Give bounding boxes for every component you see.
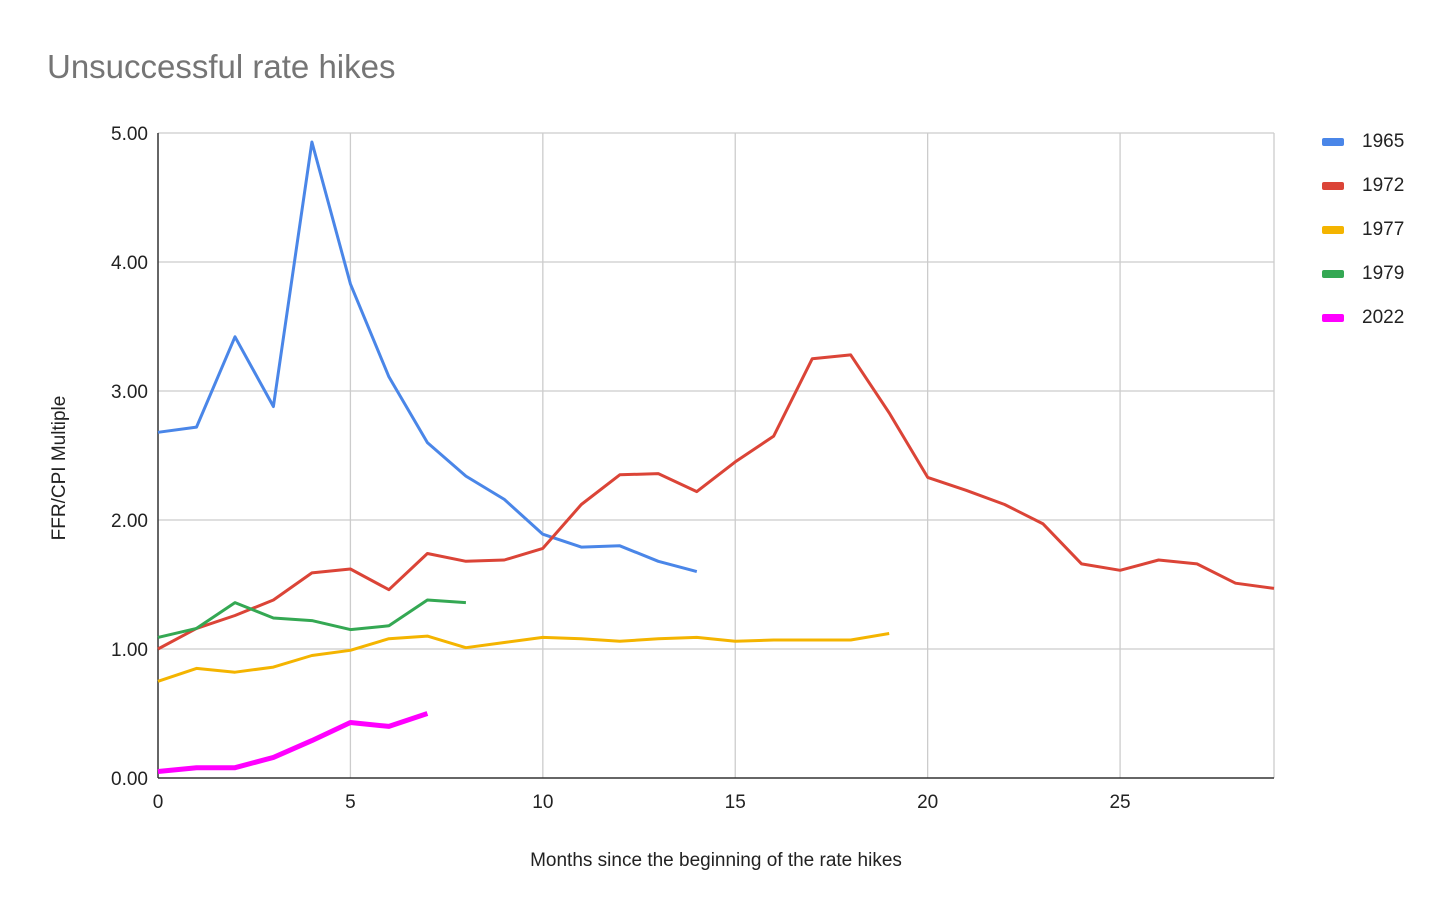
y-tick-label: 5.00: [111, 124, 148, 145]
series-line-1965: [157, 140, 698, 574]
legend-swatch: [1322, 270, 1344, 278]
x-tick-label: 10: [532, 792, 553, 813]
y-tick-label: 4.00: [111, 253, 148, 274]
x-tick-label: 25: [1109, 792, 1130, 813]
series-line-2022: [157, 711, 429, 774]
legend-item-1977: 1977: [1322, 208, 1404, 252]
y-axis-title: FFR/CPI Multiple: [49, 395, 70, 541]
x-tick-label: 5: [345, 792, 356, 813]
legend-swatch: [1322, 138, 1344, 146]
legend-label: 1979: [1362, 263, 1405, 284]
y-tick-label: 1.00: [111, 640, 148, 661]
series-line-1977: [157, 632, 890, 683]
legend-swatch: [1322, 226, 1344, 234]
legend: 1965 1972 1977 1979 2022: [1322, 120, 1404, 340]
legend-label: 1972: [1362, 175, 1405, 196]
legend-swatch: [1322, 182, 1344, 190]
legend-item-1972: 1972: [1322, 164, 1404, 208]
x-axis-title: Months since the beginning of the rate h…: [530, 850, 902, 871]
x-tick-label: 15: [725, 792, 746, 813]
legend-item-1965: 1965: [1322, 120, 1404, 164]
legend-label: 1977: [1362, 219, 1405, 240]
legend-item-2022: 2022: [1322, 296, 1404, 340]
legend-item-1979: 1979: [1322, 252, 1404, 296]
y-tick-label: 0.00: [111, 769, 148, 790]
chart-title: Unsuccessful rate hikes: [47, 48, 396, 85]
series-line-1972: [157, 353, 1275, 651]
series-line-1979: [157, 598, 467, 639]
y-tick-label: 2.00: [111, 511, 148, 532]
legend-label: 1965: [1362, 131, 1405, 152]
x-tick-label: 0: [153, 792, 164, 813]
legend-label: 2022: [1362, 307, 1405, 328]
y-tick-label: 3.00: [111, 382, 148, 403]
legend-swatch: [1322, 314, 1344, 322]
x-tick-label: 20: [917, 792, 938, 813]
